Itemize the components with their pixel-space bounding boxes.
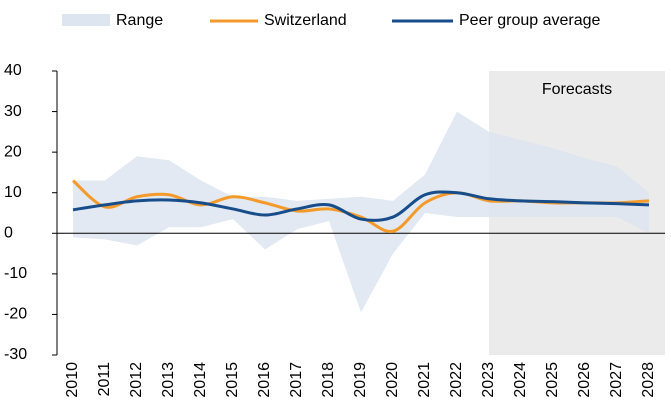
y-tick-label: -30 <box>4 346 27 363</box>
legend-label: Peer group average <box>459 12 601 29</box>
x-tick-label: 2027 <box>608 362 625 398</box>
x-tick-label: 2017 <box>288 362 305 398</box>
x-tick-label: 2010 <box>64 362 81 398</box>
x-tick-label: 2012 <box>128 362 145 398</box>
x-tick-label: 2026 <box>576 362 593 398</box>
x-tick-label: 2024 <box>512 362 529 398</box>
x-tick-label: 2021 <box>416 362 433 398</box>
y-tick-label: 0 <box>4 225 13 242</box>
x-tick-label: 2014 <box>192 362 209 398</box>
series-line <box>72 190 650 222</box>
x-tick-label: 2015 <box>224 362 241 398</box>
x-tick-label: 2025 <box>544 362 561 398</box>
x-tick-label: 2020 <box>384 362 401 398</box>
x-tick-label: 2013 <box>160 362 177 398</box>
x-tick-label: 2023 <box>480 362 497 398</box>
range-area <box>73 111 649 313</box>
x-tick-label: 2028 <box>640 362 657 398</box>
legend-swatch <box>62 14 110 26</box>
legend-label: Range <box>116 12 163 29</box>
legend-label: Switzerland <box>264 12 347 29</box>
y-tick-label: 40 <box>4 62 22 79</box>
y-tick-label: 30 <box>4 103 22 120</box>
forecast-label: Forecasts <box>542 81 612 98</box>
y-tick-label: 10 <box>4 184 22 201</box>
x-tick-label: 2019 <box>352 362 369 398</box>
y-tick-label: -20 <box>4 306 27 323</box>
x-tick-label: 2011 <box>96 362 113 397</box>
x-tick-label: 2022 <box>448 362 465 398</box>
y-tick-label: -10 <box>4 265 27 282</box>
x-tick-label: 2018 <box>320 362 337 398</box>
x-tick-label: 2016 <box>256 362 273 398</box>
y-tick-label: 20 <box>4 143 22 160</box>
